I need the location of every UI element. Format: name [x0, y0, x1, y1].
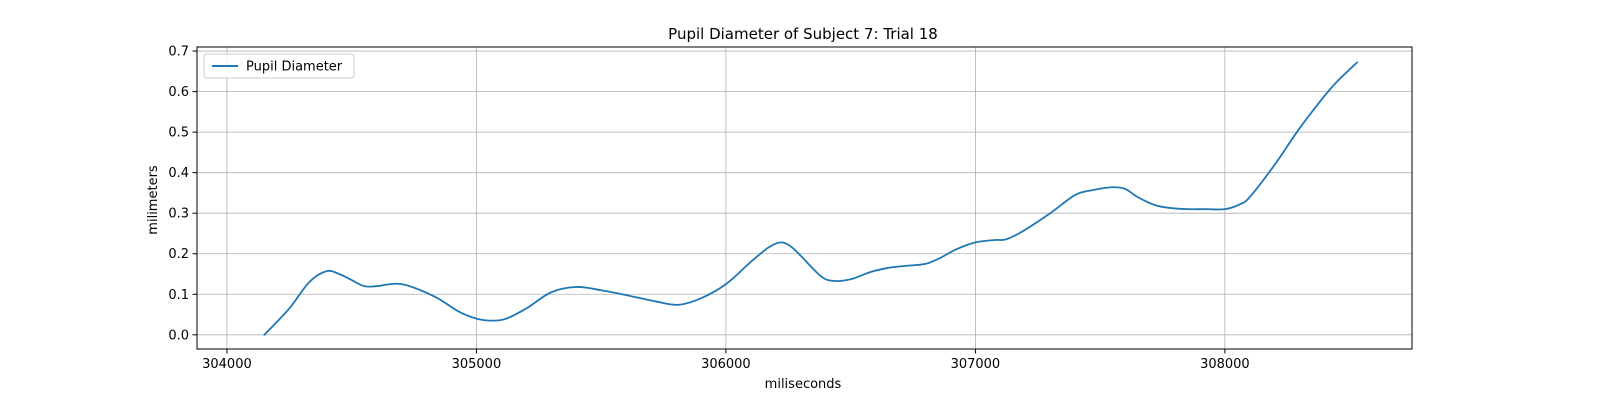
axis-ticks: 304000 305000 306000 307000 308000 0.0 0.1 0.2 0… — [168, 45, 1249, 372]
y-tick-label: 0.4 — [168, 166, 189, 181]
y-tick-label: 0.7 — [168, 45, 189, 60]
y-tick-label: 0.3 — [168, 207, 189, 222]
y-tick-label: 0.2 — [168, 247, 189, 262]
y-axis-title: milimeters — [146, 165, 161, 235]
x-tick-label: 306000 — [701, 357, 751, 372]
x-tick-label: 305000 — [452, 357, 502, 372]
series-layer — [263, 61, 1359, 336]
legend-box — [203, 53, 355, 79]
chart-title: Pupil Diameter of Subject 7: Trial 18 — [668, 25, 938, 43]
legend-label: Pupil Diameter — [246, 60, 343, 75]
grid-lines — [197, 47, 1412, 349]
x-tick-label: 304000 — [202, 357, 252, 372]
x-tick-label: 308000 — [1200, 357, 1250, 372]
plot-frame — [196, 46, 1413, 350]
series-line-pupil-diameter — [263, 61, 1359, 336]
x-axis-title: miliseconds — [765, 377, 842, 392]
x-tick-label: 307000 — [951, 357, 1001, 372]
y-tick-label: 0.5 — [168, 126, 189, 141]
y-tick-label: 0.6 — [168, 85, 189, 100]
y-tick-label: 0.0 — [168, 328, 189, 343]
y-tick-label: 0.1 — [168, 288, 189, 303]
legend: Pupil Diameter — [203, 53, 355, 79]
